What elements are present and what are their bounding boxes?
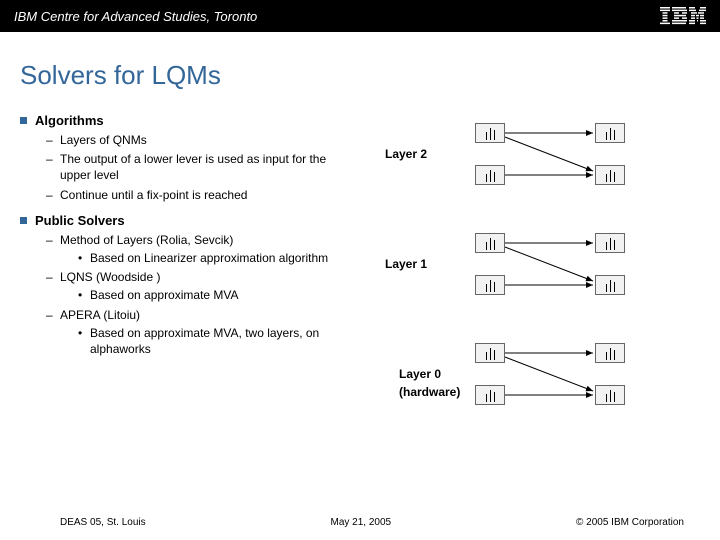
list-item: Continue until a fix-point is reached: [46, 187, 355, 203]
ibm-logo-icon: [660, 7, 706, 25]
footer: DEAS 05, St. Louis May 21, 2005 © 2005 I…: [0, 517, 720, 528]
sub-item: Based on approximate MVA, two layers, on…: [78, 325, 355, 357]
hardware-label: (hardware): [399, 385, 460, 399]
item-label: Method of Layers (Rolia, Sevcik): [60, 233, 233, 247]
layer-diagram: Layer 2 Layer 1 Layer 0 (hardware): [355, 107, 700, 447]
queue-node-icon: [475, 233, 505, 253]
heading-text: Algorithms: [35, 113, 104, 128]
queue-node-icon: [595, 343, 625, 363]
algorithms-list: Layers of QNMs The output of a lower lev…: [20, 132, 355, 203]
layer2-label: Layer 2: [385, 147, 427, 161]
content-area: Algorithms Layers of QNMs The output of …: [0, 107, 720, 447]
layer0-label: Layer 0: [399, 367, 441, 381]
layer1-label: Layer 1: [385, 257, 427, 271]
sub-item: Based on approximate MVA: [78, 287, 355, 303]
queue-node-icon: [595, 123, 625, 143]
sub-item: Based on Linearizer approximation algori…: [78, 250, 355, 266]
square-bullet-icon: [20, 117, 27, 124]
queue-node-icon: [475, 275, 505, 295]
footer-right: © 2005 IBM Corporation: [576, 517, 684, 528]
list-item: Layers of QNMs: [46, 132, 355, 148]
item-label: APERA (Litoiu): [60, 308, 140, 322]
list-item: Method of Layers (Rolia, Sevcik) Based o…: [46, 232, 355, 266]
list-item: APERA (Litoiu) Based on approximate MVA,…: [46, 307, 355, 358]
square-bullet-icon: [20, 217, 27, 224]
queue-node-icon: [475, 165, 505, 185]
header-org: IBM Centre for Advanced Studies, Toronto: [14, 9, 257, 24]
queue-node-icon: [595, 233, 625, 253]
queue-node-icon: [475, 343, 505, 363]
section-heading-public-solvers: Public Solvers: [20, 213, 355, 228]
queue-node-icon: [475, 123, 505, 143]
header-bar: IBM Centre for Advanced Studies, Toronto: [0, 0, 720, 32]
item-label: LQNS (Woodside ): [60, 270, 160, 284]
section-heading-algorithms: Algorithms: [20, 113, 355, 128]
footer-left: DEAS 05, St. Louis: [60, 517, 146, 528]
footer-center: May 21, 2005: [331, 517, 392, 528]
text-column: Algorithms Layers of QNMs The output of …: [20, 107, 355, 447]
list-item: LQNS (Woodside ) Based on approximate MV…: [46, 269, 355, 303]
queue-node-icon: [595, 385, 625, 405]
queue-node-icon: [595, 165, 625, 185]
heading-text: Public Solvers: [35, 213, 125, 228]
public-solvers-list: Method of Layers (Rolia, Sevcik) Based o…: [20, 232, 355, 357]
slide-title: Solvers for LQMs: [0, 32, 720, 107]
list-item: The output of a lower lever is used as i…: [46, 151, 355, 183]
queue-node-icon: [475, 385, 505, 405]
queue-node-icon: [595, 275, 625, 295]
